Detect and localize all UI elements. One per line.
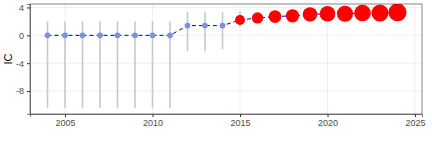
y-tick-label: 4 — [19, 3, 24, 13]
point — [97, 32, 103, 38]
point — [80, 32, 86, 38]
y-tick: 0 — [19, 31, 30, 41]
x-tick-mark — [240, 114, 241, 117]
error-bar — [204, 12, 206, 52]
point — [150, 32, 156, 38]
point — [286, 9, 299, 22]
y-axis: -8 -4 0 4 — [16, 3, 31, 115]
y-tick: -8 — [16, 86, 30, 96]
grid-line — [152, 4, 153, 114]
x-tick: 2005 — [55, 114, 75, 128]
point — [62, 32, 68, 38]
y-tick-mark — [27, 63, 30, 64]
grid — [30, 4, 422, 114]
grid-line — [65, 4, 66, 114]
grid-line — [30, 63, 422, 64]
point — [354, 5, 371, 22]
error-bar — [222, 12, 224, 49]
y-tick-label: 0 — [19, 31, 24, 41]
y-tick-mark — [27, 91, 30, 92]
x-tick-label: 2005 — [55, 118, 75, 128]
point — [115, 32, 121, 38]
x-tick: 2010 — [143, 114, 163, 128]
x-tick-mark — [415, 114, 416, 117]
point — [303, 7, 318, 22]
x-tick-label: 2025 — [405, 118, 425, 128]
x-tick: 2025 — [405, 114, 425, 128]
point — [185, 23, 191, 29]
y-tick-label: -4 — [16, 59, 24, 69]
chart: 2005 2010 2015 2020 2025 -8 -4 0 4 IC — [0, 0, 432, 144]
point — [337, 6, 353, 22]
grid-line — [415, 4, 416, 114]
panel-border — [30, 4, 422, 114]
plot-area — [45, 4, 407, 108]
point — [269, 10, 282, 23]
x-tick-label: 2015 — [230, 118, 250, 128]
x-tick-label: 2010 — [143, 118, 163, 128]
error-bar — [187, 12, 189, 52]
y-axis-title: IC — [2, 53, 14, 64]
x-tick: 2020 — [318, 114, 338, 128]
y-tick: 4 — [19, 3, 30, 13]
point — [235, 15, 245, 25]
x-tick-mark — [328, 114, 329, 117]
x-tick-mark — [65, 114, 66, 117]
y-tick-label: -8 — [16, 86, 24, 96]
y-axis-line — [27, 5, 31, 115]
point — [167, 32, 173, 38]
grid-line — [30, 35, 422, 36]
x-tick-mark — [153, 114, 154, 117]
panel — [30, 4, 422, 114]
y-tick: -4 — [16, 59, 30, 69]
x-axis-line — [31, 115, 423, 118]
point — [320, 6, 336, 22]
x-tick: 2015 — [230, 114, 250, 128]
point — [389, 4, 407, 21]
point — [252, 12, 263, 23]
point — [202, 23, 208, 29]
point — [45, 32, 51, 38]
point — [371, 5, 388, 22]
x-tick-label: 2020 — [318, 118, 338, 128]
point — [132, 32, 138, 38]
y-tick-mark — [27, 35, 30, 36]
y-tick-mark — [27, 7, 30, 8]
x-axis: 2005 2010 2015 2020 2025 — [31, 114, 426, 128]
grid-line — [30, 91, 422, 92]
point — [220, 23, 226, 29]
